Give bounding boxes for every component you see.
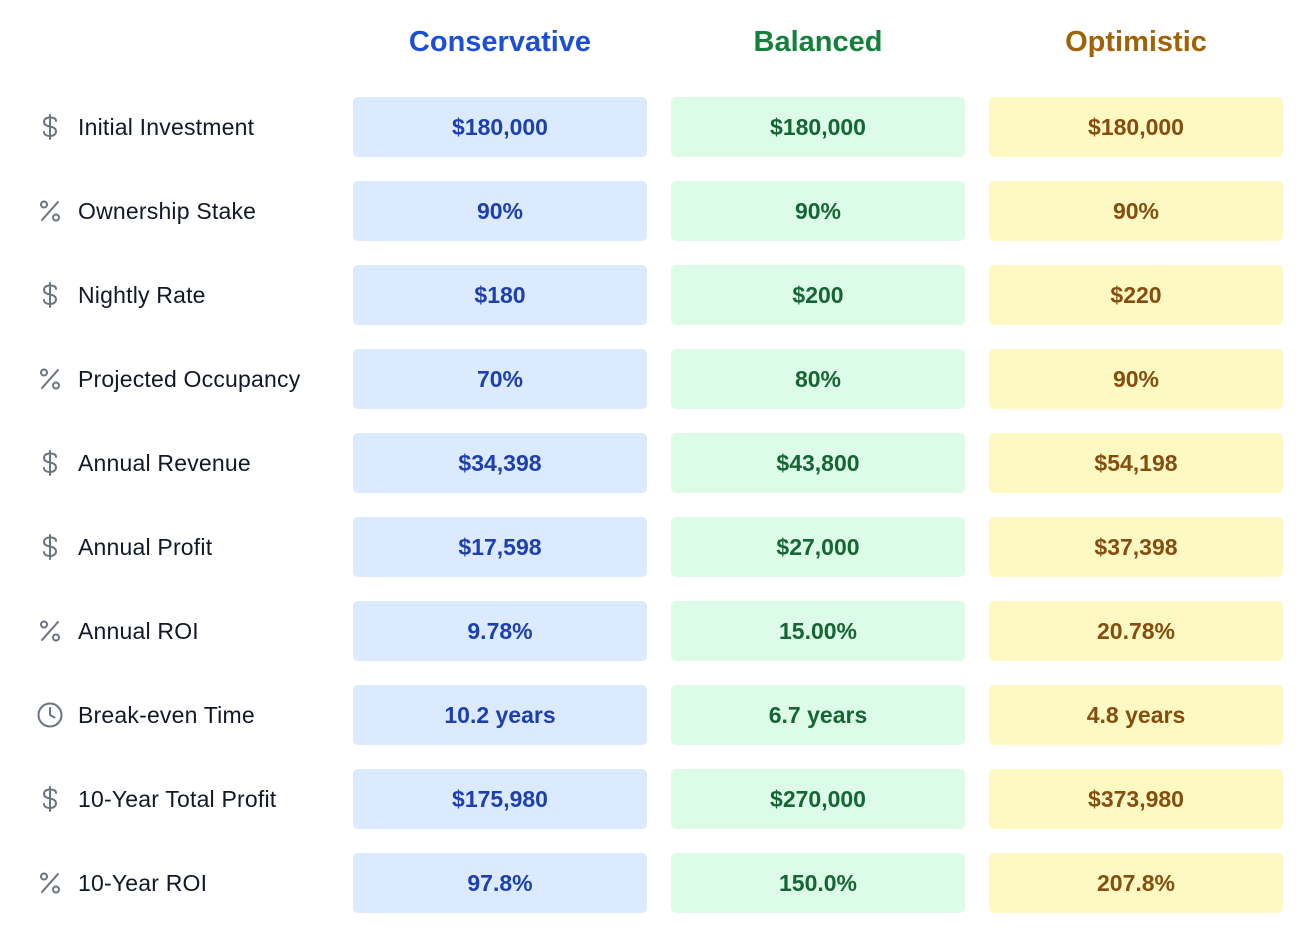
dollar-icon — [36, 281, 64, 309]
value-cell-balanced: $270,000 — [671, 769, 965, 829]
row-label: Initial Investment — [78, 113, 255, 140]
value-cell-conservative: 9.78% — [353, 601, 647, 661]
column-header-balanced: Balanced — [753, 26, 883, 58]
percent-icon — [36, 365, 64, 393]
scenario-header: Conservative Balanced Optimistic — [0, 20, 1316, 64]
row-label: Break-even Time — [78, 701, 255, 728]
row-label: Annual ROI — [78, 617, 199, 644]
table-row: Initial Investment $180,000 $180,000 $180,0… — [0, 97, 1316, 157]
value-cell-balanced: 6.7 years — [671, 685, 965, 745]
table-row: Projected Occupancy 70% 80% 90% — [0, 349, 1316, 409]
table-row: Annual Profit $17,598 $27,000 $37,398 — [0, 517, 1316, 577]
value-cell-optimistic: 90% — [989, 349, 1283, 409]
value-cell-conservative: $34,398 — [353, 433, 647, 493]
row-label-group: Break-even Time — [36, 685, 255, 745]
row-label-group: Projected Occupancy — [36, 349, 300, 409]
dollar-icon — [36, 449, 64, 477]
dollar-icon — [36, 113, 64, 141]
row-label-group: Ownership Stake — [36, 181, 256, 241]
value-cell-optimistic: $220 — [989, 265, 1283, 325]
percent-icon — [36, 869, 64, 897]
percent-icon — [36, 197, 64, 225]
value-cell-conservative: 70% — [353, 349, 647, 409]
value-cell-balanced: 150.0% — [671, 853, 965, 913]
row-label: Nightly Rate — [78, 281, 206, 308]
value-cell-optimistic: $373,980 — [989, 769, 1283, 829]
row-label-group: Annual Revenue — [36, 433, 251, 493]
value-cell-optimistic: $54,198 — [989, 433, 1283, 493]
value-cell-balanced: $27,000 — [671, 517, 965, 577]
row-label: Annual Revenue — [78, 449, 251, 476]
value-cell-optimistic: 20.78% — [989, 601, 1283, 661]
row-label: Projected Occupancy — [78, 365, 301, 392]
value-cell-conservative: $180,000 — [353, 97, 647, 157]
value-cell-optimistic: 90% — [989, 181, 1283, 241]
value-cell-balanced: 80% — [671, 349, 965, 409]
value-cell-balanced: $43,800 — [671, 433, 965, 493]
value-cell-optimistic: $37,398 — [989, 517, 1283, 577]
table-row: 10-Year Total Profit $175,980 $270,000 $373… — [0, 769, 1316, 829]
table-row: 10-Year ROI 97.8% 150.0% 207.8% — [0, 853, 1316, 913]
dollar-icon — [36, 533, 64, 561]
row-label-group: 10-Year ROI — [36, 853, 207, 913]
value-cell-balanced: $200 — [671, 265, 965, 325]
value-cell-conservative: $180 — [353, 265, 647, 325]
column-header-optimistic: Optimistic — [1065, 26, 1207, 58]
table-row: Ownership Stake 90% 90% 90% — [0, 181, 1316, 241]
table-row: Annual Revenue $34,398 $43,800 $54,198 — [0, 433, 1316, 493]
row-label: Ownership Stake — [78, 197, 257, 224]
row-label-group: Initial Investment — [36, 97, 254, 157]
value-cell-conservative: 97.8% — [353, 853, 647, 913]
table-row: Annual ROI 9.78% 15.00% 20.78% — [0, 601, 1316, 661]
row-label: Annual Profit — [78, 533, 213, 560]
value-cell-balanced: 90% — [671, 181, 965, 241]
value-cell-conservative: 90% — [353, 181, 647, 241]
value-cell-optimistic: $180,000 — [989, 97, 1283, 157]
row-label-group: Nightly Rate — [36, 265, 206, 325]
table-row: Nightly Rate $180 $200 $220 — [0, 265, 1316, 325]
value-cell-balanced: 15.00% — [671, 601, 965, 661]
value-cell-optimistic: 4.8 years — [989, 685, 1283, 745]
row-label-group: Annual ROI — [36, 601, 199, 661]
percent-icon — [36, 617, 64, 645]
row-label-group: Annual Profit — [36, 517, 212, 577]
clock-icon — [36, 701, 64, 729]
row-label: 10-Year ROI — [78, 869, 208, 896]
row-label: 10-Year Total Profit — [78, 785, 277, 812]
value-cell-conservative: $175,980 — [353, 769, 647, 829]
column-header-conservative: Conservative — [408, 26, 592, 58]
value-cell-optimistic: 207.8% — [989, 853, 1283, 913]
dollar-icon — [36, 785, 64, 813]
value-cell-balanced: $180,000 — [671, 97, 965, 157]
value-cell-conservative: $17,598 — [353, 517, 647, 577]
value-cell-conservative: 10.2 years — [353, 685, 647, 745]
row-label-group: 10-Year Total Profit — [36, 769, 276, 829]
table-row: Break-even Time 10.2 years 6.7 years 4.8 ye… — [0, 685, 1316, 745]
